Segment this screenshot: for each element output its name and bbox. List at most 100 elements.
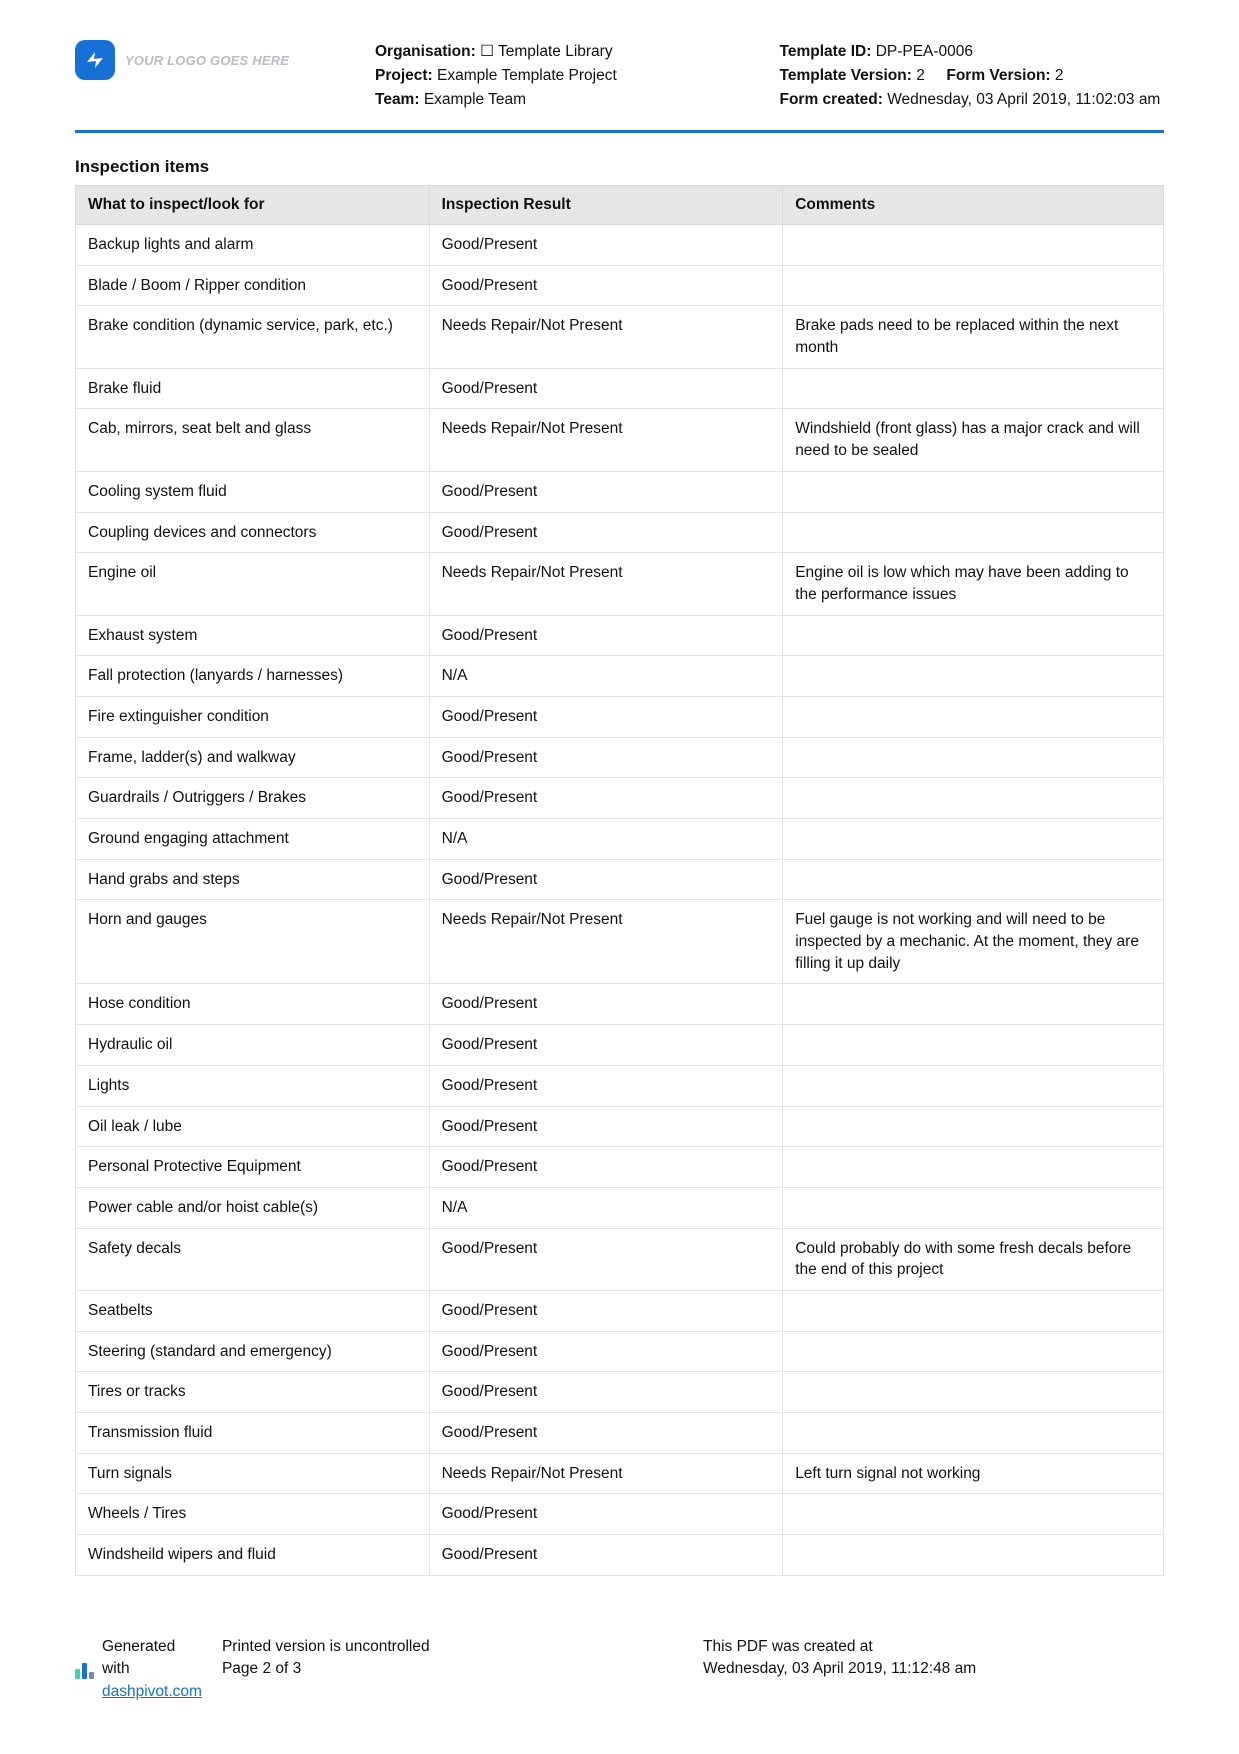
cell-inspect: Cab, mirrors, seat belt and glass	[76, 409, 430, 471]
uncontrolled-text: Printed version is uncontrolled	[222, 1636, 683, 1658]
team-label: Team:	[375, 91, 420, 108]
table-row: Hydraulic oilGood/Present	[76, 1025, 1164, 1066]
document-header: YOUR LOGO GOES HERE Organisation: ☐ Temp…	[75, 40, 1164, 133]
table-row: SeatbeltsGood/Present	[76, 1290, 1164, 1331]
cell-inspect: Safety decals	[76, 1228, 430, 1290]
cell-inspect: Frame, ladder(s) and walkway	[76, 737, 430, 778]
cell-result: Good/Present	[429, 265, 783, 306]
form-created-value: Wednesday, 03 April 2019, 11:02:03 am	[887, 91, 1160, 108]
cell-comments	[783, 859, 1164, 900]
inspection-table: What to inspect/look for Inspection Resu…	[75, 185, 1164, 1576]
cell-comments: Windshield (front glass) has a major cra…	[783, 409, 1164, 471]
table-row: Power cable and/or hoist cable(s)N/A	[76, 1187, 1164, 1228]
cell-inspect: Transmission fluid	[76, 1413, 430, 1454]
template-id-label: Template ID:	[780, 43, 872, 60]
cell-comments	[783, 1413, 1164, 1454]
dashpivot-link[interactable]: dashpivot.com	[102, 1683, 202, 1700]
cell-comments	[783, 512, 1164, 553]
header-meta-right: Template ID: DP-PEA-0006 Template Versio…	[780, 40, 1165, 112]
template-version-value: 2	[916, 67, 925, 84]
pdf-created-label: This PDF was created at	[703, 1636, 1164, 1658]
project-label: Project:	[375, 67, 433, 84]
cell-comments	[783, 1187, 1164, 1228]
cell-inspect: Horn and gauges	[76, 900, 430, 984]
table-row: Frame, ladder(s) and walkwayGood/Present	[76, 737, 1164, 778]
cell-inspect: Power cable and/or hoist cable(s)	[76, 1187, 430, 1228]
table-row: Hose conditionGood/Present	[76, 984, 1164, 1025]
cell-inspect: Engine oil	[76, 553, 430, 615]
document-footer: Generated with dashpivot.com Printed ver…	[75, 1636, 1164, 1703]
table-row: Brake condition (dynamic service, park, …	[76, 306, 1164, 368]
table-row: Guardrails / Outriggers / BrakesGood/Pre…	[76, 778, 1164, 819]
table-row: Steering (standard and emergency)Good/Pr…	[76, 1331, 1164, 1372]
cell-inspect: Personal Protective Equipment	[76, 1147, 430, 1188]
cell-comments	[783, 1106, 1164, 1147]
table-row: Brake fluidGood/Present	[76, 368, 1164, 409]
cell-comments	[783, 471, 1164, 512]
cell-inspect: Brake fluid	[76, 368, 430, 409]
cell-result: Good/Present	[429, 737, 783, 778]
cell-inspect: Fall protection (lanyards / harnesses)	[76, 656, 430, 697]
table-row: Cab, mirrors, seat belt and glassNeeds R…	[76, 409, 1164, 471]
table-row: Windsheild wipers and fluidGood/Present	[76, 1535, 1164, 1576]
cell-inspect: Wheels / Tires	[76, 1494, 430, 1535]
cell-result: N/A	[429, 819, 783, 860]
generated-prefix: Generated with	[102, 1638, 175, 1677]
form-version-label: Form Version:	[946, 67, 1050, 84]
team-value: Example Team	[424, 91, 526, 108]
cell-result: Good/Present	[429, 471, 783, 512]
cell-inspect: Oil leak / lube	[76, 1106, 430, 1147]
cell-result: Good/Present	[429, 1147, 783, 1188]
cell-comments	[783, 1535, 1164, 1576]
cell-inspect: Backup lights and alarm	[76, 225, 430, 266]
cell-result: Needs Repair/Not Present	[429, 553, 783, 615]
cell-result: Good/Present	[429, 1065, 783, 1106]
table-row: Blade / Boom / Ripper conditionGood/Pres…	[76, 265, 1164, 306]
cell-comments: Left turn signal not working	[783, 1453, 1164, 1494]
cell-inspect: Turn signals	[76, 1453, 430, 1494]
cell-inspect: Windsheild wipers and fluid	[76, 1535, 430, 1576]
col-header-inspect: What to inspect/look for	[76, 186, 430, 225]
cell-comments	[783, 696, 1164, 737]
cell-result: Good/Present	[429, 225, 783, 266]
table-row: Turn signalsNeeds Repair/Not PresentLeft…	[76, 1453, 1164, 1494]
org-value: ☐ Template Library	[480, 43, 613, 60]
table-row: Safety decalsGood/PresentCould probably …	[76, 1228, 1164, 1290]
cell-result: Good/Present	[429, 1494, 783, 1535]
logo-block: YOUR LOGO GOES HERE	[75, 40, 355, 80]
cell-result: Good/Present	[429, 1413, 783, 1454]
table-row: Horn and gaugesNeeds Repair/Not PresentF…	[76, 900, 1164, 984]
cell-result: N/A	[429, 1187, 783, 1228]
page-number: Page 2 of 3	[222, 1658, 683, 1680]
cell-inspect: Seatbelts	[76, 1290, 430, 1331]
cell-inspect: Hydraulic oil	[76, 1025, 430, 1066]
cell-inspect: Blade / Boom / Ripper condition	[76, 265, 430, 306]
col-header-result: Inspection Result	[429, 186, 783, 225]
cell-inspect: Exhaust system	[76, 615, 430, 656]
table-header: What to inspect/look for Inspection Resu…	[76, 186, 1164, 225]
cell-result: Good/Present	[429, 1228, 783, 1290]
cell-result: Good/Present	[429, 1331, 783, 1372]
cell-inspect: Coupling devices and connectors	[76, 512, 430, 553]
cell-comments: Could probably do with some fresh decals…	[783, 1228, 1164, 1290]
table-row: Personal Protective EquipmentGood/Presen…	[76, 1147, 1164, 1188]
cell-inspect: Ground engaging attachment	[76, 819, 430, 860]
cell-comments	[783, 778, 1164, 819]
cell-inspect: Hose condition	[76, 984, 430, 1025]
cell-comments	[783, 368, 1164, 409]
cell-result: Good/Present	[429, 1025, 783, 1066]
table-row: Hand grabs and stepsGood/Present	[76, 859, 1164, 900]
table-row: Ground engaging attachmentN/A	[76, 819, 1164, 860]
cell-comments	[783, 225, 1164, 266]
table-row: Transmission fluidGood/Present	[76, 1413, 1164, 1454]
cell-comments	[783, 265, 1164, 306]
cell-comments: Brake pads need to be replaced within th…	[783, 306, 1164, 368]
cell-comments	[783, 819, 1164, 860]
footer-left: Generated with dashpivot.com	[75, 1636, 202, 1703]
cell-comments	[783, 1065, 1164, 1106]
logo-placeholder-text: YOUR LOGO GOES HERE	[125, 53, 289, 68]
cell-inspect: Lights	[76, 1065, 430, 1106]
page-container: YOUR LOGO GOES HERE Organisation: ☐ Temp…	[0, 0, 1239, 1754]
cell-result: Good/Present	[429, 696, 783, 737]
cell-comments	[783, 1290, 1164, 1331]
